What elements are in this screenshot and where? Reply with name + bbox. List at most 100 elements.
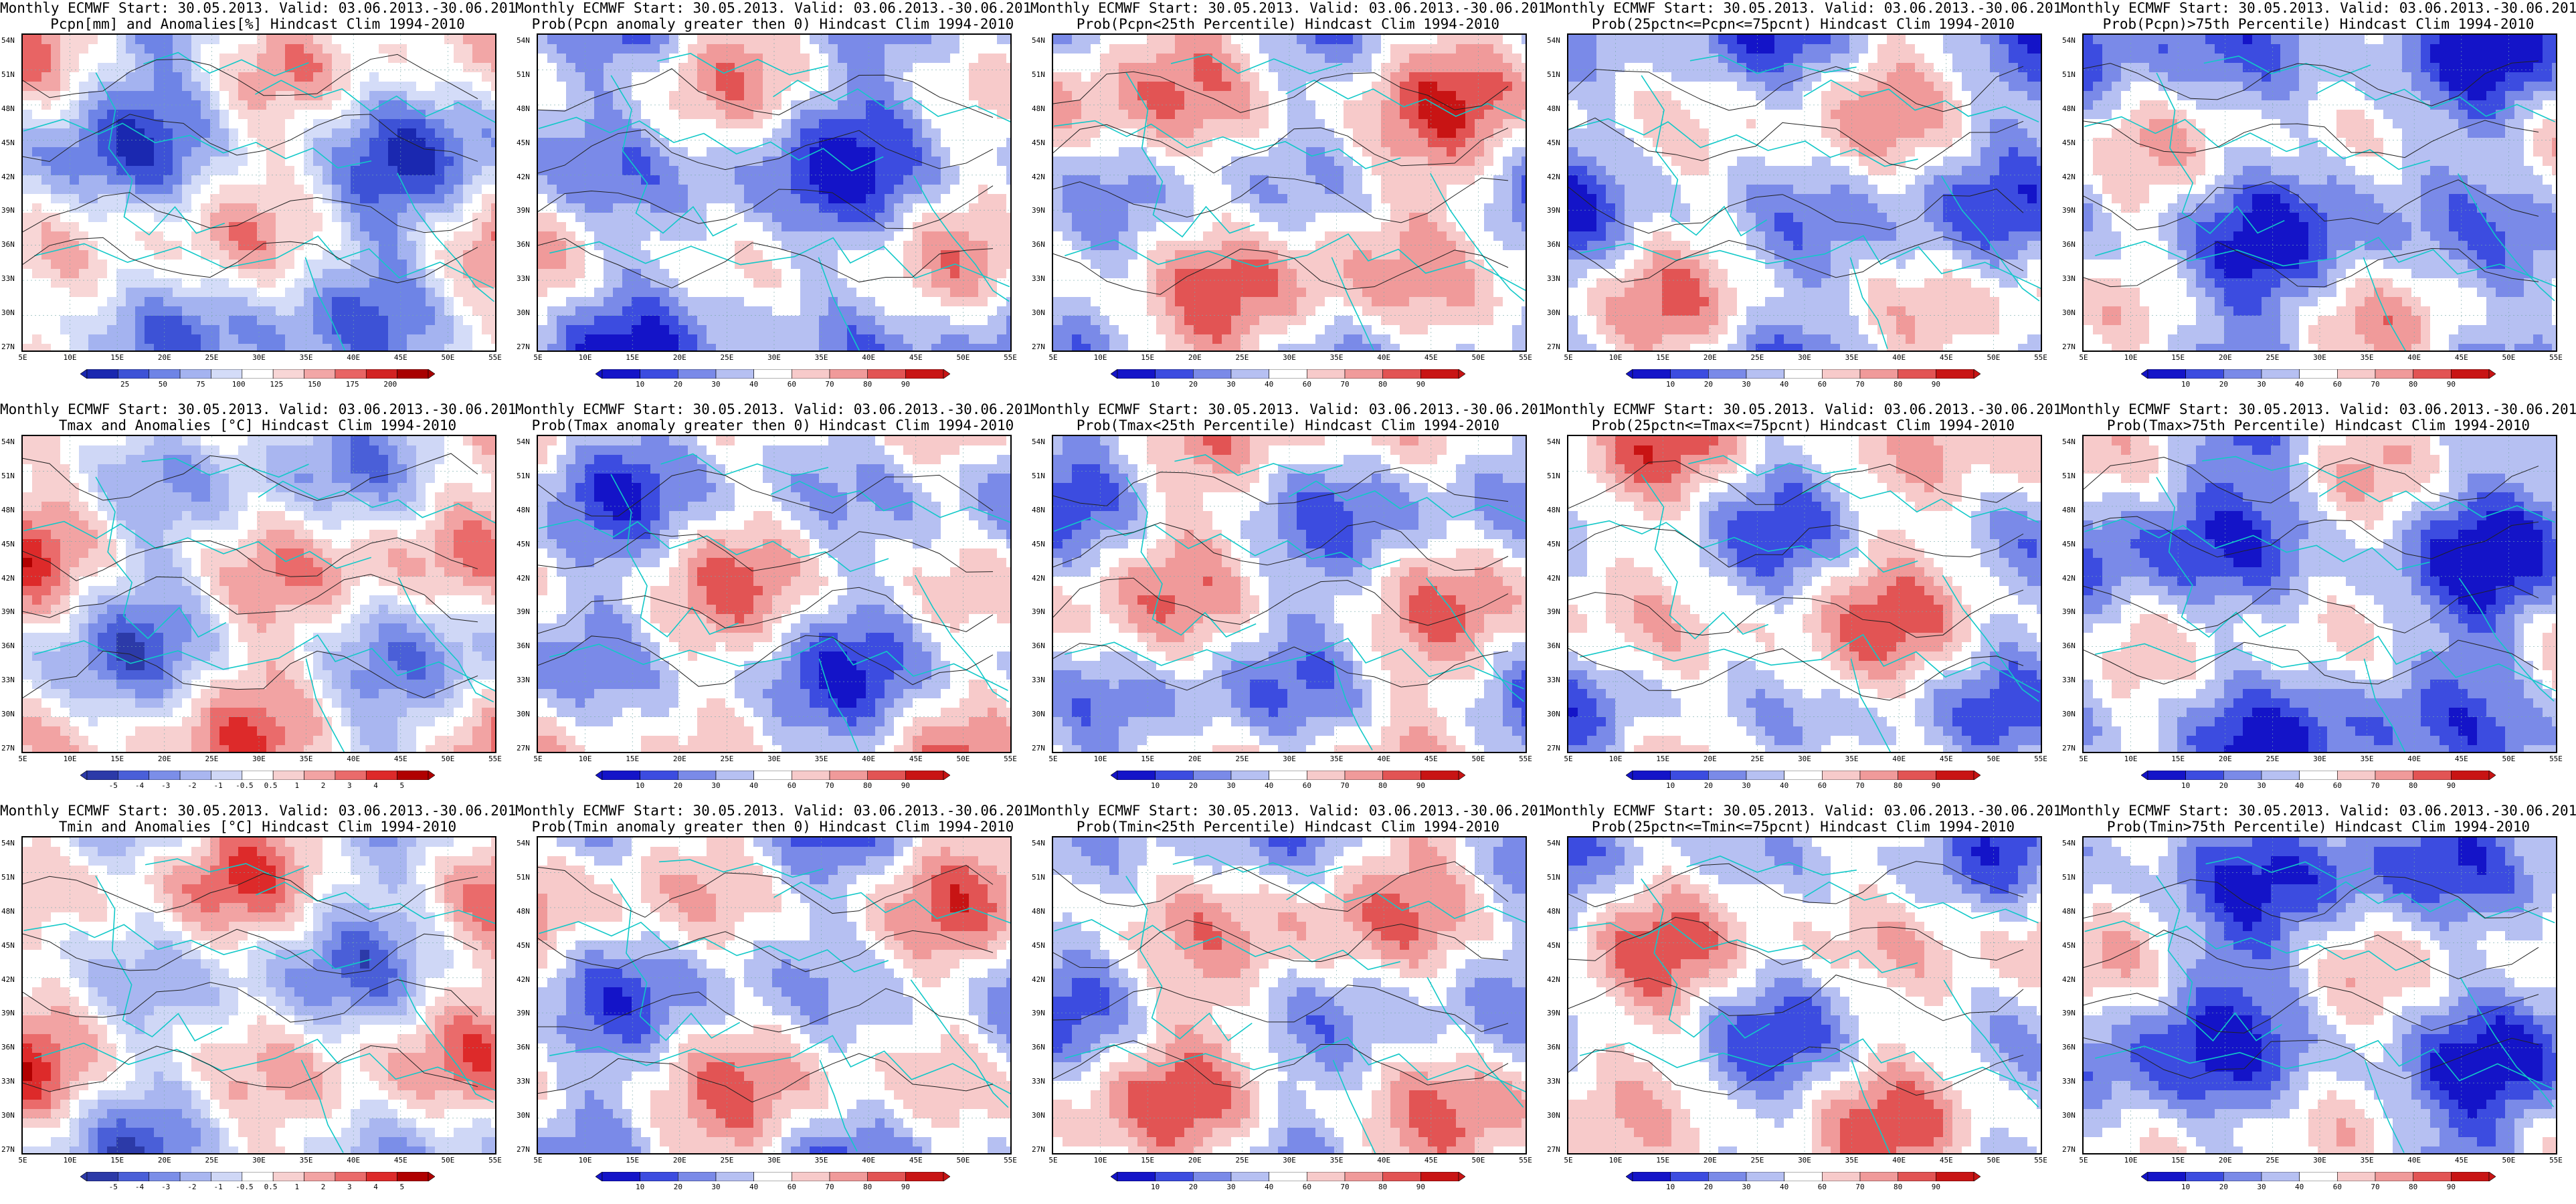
colorbar-tick-label: -1 [214,781,223,790]
lon-tick-label: 45E [1424,353,1438,362]
colorbar-tick-label: -0.5 [236,1183,254,1191]
lon-tick-label: 45E [394,353,407,362]
lon-tick-label: 25E [1750,1156,1764,1165]
lon-tick-label: 50E [441,1156,454,1165]
colorbar-tick-label: 40 [749,781,758,790]
colorbar-tick-label: 20 [2219,1183,2228,1191]
lon-tick-label: 40E [862,755,875,763]
lon-tick-label: 45E [2455,353,2468,362]
lon-tick-label: 30E [2313,1156,2326,1165]
lon-tick-label: 35E [815,755,828,763]
lon-tick-label: 45E [1424,755,1438,763]
colorbar-tick-label: 40 [1780,1183,1788,1191]
map-area [2082,836,2557,1155]
lon-tick-label: 15E [110,755,124,763]
lon-tick-label: 50E [1471,353,1485,362]
lon-tick-label: 55E [488,1156,502,1165]
colorbar [1111,1172,1465,1181]
lon-tick-label: 25E [720,353,733,362]
lon-tick-label: 25E [1235,353,1249,362]
lat-tick-label: 54N [1032,839,1045,847]
lat-tick-label: 51N [1,873,15,882]
lat-tick-label: 30N [517,308,530,317]
lat-tick-label: 30N [1547,710,1560,718]
map-area [21,435,496,753]
colorbar-tick-label: 90 [1416,1183,1425,1191]
colorbar-tick-label: 90 [901,1183,910,1191]
lon-tick-label: 10E [64,1156,77,1165]
lat-tick-label: 27N [2062,744,2076,752]
colorbar-tick-label: 80 [1378,380,1387,389]
colorbar-tick-label: 60 [2333,1183,2342,1191]
lon-tick-label: 10E [2124,353,2138,362]
colorbar-tick-label: 40 [2295,1183,2304,1191]
colorbar [80,1172,435,1181]
colorbar-tick-label: 40 [1780,781,1788,790]
lat-tick-label: 54N [517,839,530,847]
lon-tick-label: 55E [2034,755,2047,763]
colorbar-tick-label: 70 [1855,1183,1864,1191]
lat-tick-label: 33N [1032,1077,1045,1086]
colorbar-tick-label: 40 [2295,781,2304,790]
lat-tick-label: 36N [1,1043,15,1051]
colorbar-tick-label: 10 [636,380,644,389]
lon-tick-label: 40E [862,1156,875,1165]
lon-tick-label: 20E [158,353,171,362]
lon-tick-label: 40E [347,755,360,763]
lat-tick-label: 51N [1032,472,1045,480]
lat-tick-label: 36N [2062,240,2076,249]
lon-tick-label: 50E [2502,755,2515,763]
lon-tick-label: 15E [110,1156,124,1165]
lon-tick-label: 55E [488,353,502,362]
lat-tick-label: 36N [1032,641,1045,650]
lat-tick-label: 42N [1032,574,1045,583]
lon-tick-label: 35E [300,353,313,362]
lat-tick-label: 33N [517,1077,530,1086]
lat-tick-label: 33N [2062,1077,2076,1086]
panel-title-line1: Monthly ECMWF Start: 30.05.2013. Valid: … [1030,401,1546,417]
lon-tick-label: 55E [2549,755,2563,763]
colorbar-tick-label: 10 [1666,380,1675,389]
lat-tick-label: 30N [1,1111,15,1120]
lat-tick-label: 36N [517,240,530,249]
colorbar-tick-label: 10 [1151,781,1160,790]
lat-tick-label: 33N [2062,676,2076,684]
lat-tick-label: 33N [1032,676,1045,684]
map-area [1052,435,1527,753]
lon-tick-label: 45E [1940,755,1953,763]
colorbar [1111,369,1465,379]
lat-tick-label: 45N [1032,540,1045,548]
colorbar-tick-label: 30 [2257,380,2266,389]
lat-tick-label: 27N [517,342,530,351]
colorbar-tick-label: 60 [1818,781,1827,790]
lat-tick-label: 42N [517,975,530,984]
colorbar-tick-label: 2 [321,781,326,790]
lon-tick-label: 55E [1004,1156,1017,1165]
panel-title-line2: Pcpn[mm] and Anomalies[%] Hindcast Clim … [0,16,515,32]
lat-tick-label: 33N [517,274,530,283]
colorbar-tick-label: 40 [749,380,758,389]
panel-title-line1: Monthly ECMWF Start: 30.05.2013. Valid: … [1546,0,2061,16]
lon-tick-label: 45E [1940,1156,1953,1165]
colorbar-tick-label: 60 [1303,1183,1311,1191]
lon-tick-label: 50E [1471,1156,1485,1165]
colorbar-tick-label: -4 [135,781,144,790]
lat-tick-label: 30N [2062,710,2076,718]
lat-tick-label: 39N [517,206,530,215]
colorbar-tick-label: 10 [1151,1183,1160,1191]
colorbar-tick-label: 10 [1666,1183,1675,1191]
lon-tick-label: 30E [1798,755,1811,763]
lon-tick-label: 45E [394,755,407,763]
colorbar [1626,1172,1981,1181]
colorbar-tick-label: 70 [2371,781,2379,790]
colorbar-tick-label: 40 [1265,380,1273,389]
lat-tick-label: 36N [2062,641,2076,650]
lon-tick-label: 20E [1704,1156,1717,1165]
colorbar-tick-label: 5 [399,781,404,790]
colorbar-tick-label: -3 [161,781,170,790]
colorbar-tick-label: -3 [161,1183,170,1191]
lat-tick-label: 51N [517,472,530,480]
lon-tick-label: 5E [533,755,542,763]
colorbar-tick-label: -5 [109,781,118,790]
lat-tick-label: 27N [2062,1145,2076,1154]
